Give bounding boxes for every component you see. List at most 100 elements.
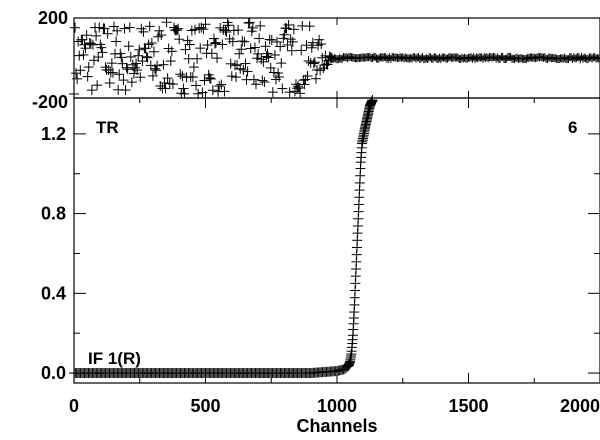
bottom-panel: 0.0 0.4 0.8 1.2 0 500 1000 1500 2000 TR 6 IF 1(…	[41, 95, 600, 436]
top-point	[119, 23, 130, 34]
top-point	[220, 25, 231, 36]
top-point	[91, 30, 102, 41]
top-point	[240, 58, 251, 69]
top-point	[146, 38, 157, 49]
top-point	[250, 79, 261, 90]
top-point	[283, 19, 294, 30]
top-point	[217, 39, 228, 50]
top-point	[172, 25, 183, 36]
top-point	[296, 45, 307, 56]
bottom-x-tick-label: 2000	[560, 396, 600, 416]
top-point	[179, 88, 190, 99]
top-point	[71, 68, 82, 79]
top-point	[303, 55, 314, 66]
top-point	[123, 41, 134, 52]
top-point	[114, 69, 125, 80]
top-point	[94, 22, 105, 33]
top-point	[301, 40, 312, 51]
top-point	[237, 36, 248, 47]
top-point	[307, 37, 318, 48]
top-point	[165, 56, 176, 67]
top-point	[112, 25, 123, 36]
annotation-6: 6	[568, 118, 577, 137]
top-point	[198, 24, 209, 35]
top-point	[138, 26, 149, 37]
top-point	[248, 74, 259, 85]
top-point	[260, 41, 271, 52]
top-point	[231, 72, 242, 83]
bottom-x-ticks: 0 500 1000 1500 2000	[69, 98, 600, 416]
top-point	[275, 41, 286, 52]
top-point	[209, 38, 220, 49]
top-point	[207, 85, 218, 96]
top-point	[85, 38, 96, 49]
top-point	[226, 71, 237, 82]
top-y-tick-label: -200	[32, 92, 68, 112]
top-point	[274, 72, 285, 83]
top-point	[214, 81, 225, 92]
bottom-x-tick-label: 1000	[317, 396, 357, 416]
annotation-if1r: IF 1(R)	[88, 349, 141, 368]
top-point	[243, 18, 254, 29]
top-point	[199, 75, 210, 86]
top-point	[80, 43, 91, 54]
top-point	[263, 52, 274, 63]
top-point	[81, 30, 92, 41]
top-point	[178, 83, 189, 94]
top-point	[130, 62, 141, 73]
top-point	[191, 80, 202, 91]
top-point	[142, 52, 153, 63]
top-point	[245, 43, 256, 54]
top-point	[161, 17, 172, 28]
top-point	[266, 34, 277, 45]
top-point	[236, 44, 247, 55]
top-point	[74, 50, 85, 61]
top-point	[92, 80, 103, 91]
top-point	[254, 33, 265, 44]
top-point	[234, 48, 245, 59]
top-point	[131, 58, 142, 69]
top-point	[222, 17, 233, 28]
top-point	[277, 83, 288, 94]
top-point	[304, 21, 315, 32]
top-point	[141, 51, 152, 62]
top-point	[204, 72, 215, 83]
top-point	[121, 62, 132, 73]
top-point	[284, 87, 295, 98]
top-point	[151, 65, 162, 76]
top-point	[314, 34, 325, 45]
x-axis-title: Channels	[296, 416, 377, 436]
top-point	[197, 87, 208, 98]
top-point	[193, 88, 204, 99]
top-point	[72, 73, 83, 84]
top-point	[96, 42, 107, 53]
top-point	[221, 26, 232, 37]
top-point	[107, 67, 118, 78]
top-point	[267, 87, 278, 98]
top-point	[206, 48, 217, 59]
top-point	[116, 52, 127, 63]
top-point	[102, 28, 113, 39]
top-series-marks	[69, 17, 600, 99]
top-y-ticks: 200 -200	[32, 8, 68, 112]
top-point	[257, 75, 268, 86]
top-point	[160, 83, 171, 94]
top-point	[302, 71, 313, 82]
bottom-x-tick-label: 1500	[448, 396, 488, 416]
top-point	[227, 36, 238, 47]
bottom-y-tick-label: 0.8	[41, 204, 66, 224]
top-point	[69, 88, 79, 99]
top-point	[122, 64, 133, 75]
top-point	[125, 51, 136, 62]
top-point	[320, 50, 331, 61]
top-point	[173, 23, 184, 34]
top-point	[158, 59, 169, 70]
top-point	[120, 85, 131, 96]
bottom-point	[367, 95, 378, 106]
top-point	[174, 34, 185, 45]
top-point	[233, 25, 244, 36]
top-point	[293, 81, 304, 92]
top-point	[286, 45, 297, 56]
top-point	[118, 75, 129, 86]
